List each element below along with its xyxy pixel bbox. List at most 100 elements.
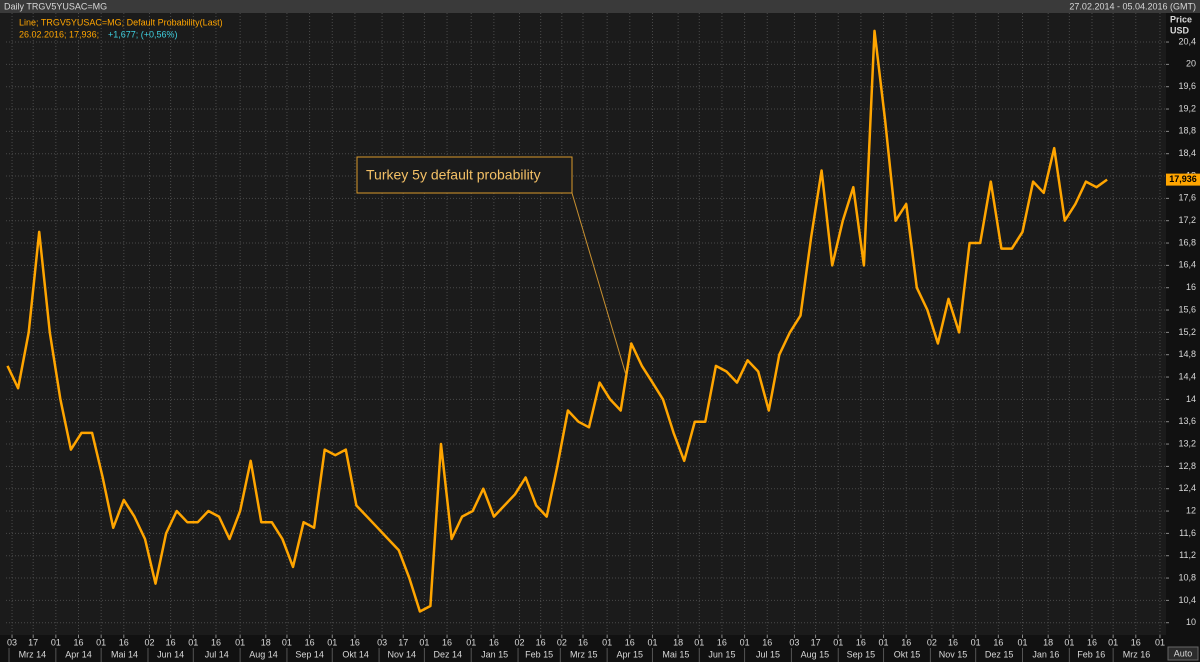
- y-tick-label: 14,8: [1178, 349, 1196, 359]
- y-axis-area: [1166, 13, 1200, 635]
- x-tick-label: 02: [515, 637, 525, 647]
- x-tick-label: 16: [536, 637, 546, 647]
- y-tick-label: 19,2: [1178, 103, 1196, 113]
- month-label: Jan 15: [481, 649, 508, 659]
- month-label: Mai 14: [111, 649, 138, 659]
- month-label: Aug 14: [249, 649, 278, 659]
- y-tick-label: 17,6: [1178, 193, 1196, 203]
- x-tick-label: 01: [1108, 637, 1118, 647]
- month-label: Jun 14: [157, 649, 184, 659]
- x-tick-label: 01: [327, 637, 337, 647]
- month-label: Apr 14: [65, 649, 92, 659]
- month-label: Mrz 14: [19, 649, 47, 659]
- y-tick-label: 17,2: [1178, 215, 1196, 225]
- y-tick-label: 15,2: [1178, 327, 1196, 337]
- info-main: 26.02.2016; 17,936;: [19, 29, 99, 39]
- month-label: Apr 15: [617, 649, 644, 659]
- x-tick-label: 01: [51, 637, 61, 647]
- x-tick-label: 16: [442, 637, 452, 647]
- annotation: Turkey 5y default probability: [366, 167, 541, 183]
- x-tick-label: 02: [927, 637, 937, 647]
- data-line: [6, 29, 1108, 613]
- y-tick-label: 20: [1186, 59, 1196, 69]
- y-tick-label: 16,8: [1178, 237, 1196, 247]
- month-label: Feb 15: [525, 649, 553, 659]
- x-tick-label: 16: [993, 637, 1003, 647]
- x-tick-label: 01: [833, 637, 843, 647]
- y-tick-label: 10,4: [1178, 595, 1196, 605]
- x-tick-label: 16: [762, 637, 772, 647]
- x-tick-label: 16: [856, 637, 866, 647]
- header-range: 27.02.2014 - 05.04.2016 (GMT): [1069, 1, 1196, 11]
- month-label: Mrz 15: [570, 649, 598, 659]
- y-tick-label: 19,6: [1178, 81, 1196, 91]
- x-tick-label: 01: [694, 637, 704, 647]
- x-tick-label: 16: [211, 637, 221, 647]
- month-label: Mrz 16: [1123, 649, 1151, 659]
- x-tick-label: 01: [235, 637, 245, 647]
- header-title: Daily TRGV5YUSAC=MG: [4, 1, 107, 11]
- x-tick-label: 16: [717, 637, 727, 647]
- current-value-label: 17,936: [1169, 174, 1197, 184]
- x-tick-label: 02: [144, 637, 154, 647]
- y-tick-label: 11,6: [1179, 528, 1196, 538]
- y-tick-label: 15,6: [1178, 304, 1196, 314]
- x-tick-label: 01: [1018, 637, 1028, 647]
- x-tick-label: 01: [466, 637, 476, 647]
- month-label: Aug 15: [801, 649, 830, 659]
- y-axis-label: USD: [1170, 25, 1190, 35]
- x-tick-label: 01: [879, 637, 889, 647]
- y-tick-label: 12,4: [1178, 483, 1196, 493]
- auto-button[interactable]: [1167, 646, 1199, 661]
- y-tick-label: 10: [1186, 617, 1196, 627]
- y-tick-label: 16,4: [1178, 260, 1196, 270]
- x-tick-label: 16: [305, 637, 315, 647]
- x-tick-label: 16: [73, 637, 83, 647]
- x-tick-label: 16: [625, 637, 635, 647]
- y-tick-label: 13,2: [1178, 438, 1196, 448]
- x-tick-label: 01: [188, 637, 198, 647]
- x-tick-label: 16: [578, 637, 588, 647]
- x-tick-label: 01: [602, 637, 612, 647]
- auto-button-label[interactable]: Auto: [1174, 648, 1193, 658]
- x-tick-label: 16: [489, 637, 499, 647]
- y-tick-label: 14,4: [1178, 371, 1196, 381]
- x-tick-label: 17: [28, 637, 38, 647]
- month-label: Jul 15: [756, 649, 780, 659]
- y-tick-label: 16: [1186, 282, 1196, 292]
- y-tick-label: 18,8: [1178, 126, 1196, 136]
- x-tick-label: 02: [557, 637, 567, 647]
- x-tick-label: 01: [1064, 637, 1074, 647]
- y-tick-label: 14: [1186, 394, 1196, 404]
- x-tick-label: 01: [647, 637, 657, 647]
- y-axis-label: Price: [1170, 14, 1192, 24]
- x-tick-label: 16: [1131, 637, 1141, 647]
- y-tick-label: 20,4: [1178, 36, 1196, 46]
- y-tick-label: 13,6: [1178, 416, 1196, 426]
- x-tick-label: 03: [377, 637, 387, 647]
- month-label: Feb 16: [1077, 649, 1105, 659]
- y-tick-label: 12: [1186, 505, 1196, 515]
- y-tick-label: 18,4: [1178, 148, 1196, 158]
- x-axis-area: [0, 635, 1200, 662]
- x-tick-label: 16: [166, 637, 176, 647]
- x-tick-label: 01: [1155, 637, 1165, 647]
- y-tick-label: 10,8: [1178, 572, 1196, 582]
- month-label: Sep 14: [295, 649, 324, 659]
- month-label: Dez 15: [985, 649, 1014, 659]
- current-value-tag: [1166, 173, 1200, 186]
- x-tick-label: 01: [419, 637, 429, 647]
- month-label: Okt 15: [894, 649, 921, 659]
- x-tick-label: 16: [1087, 637, 1097, 647]
- y-tick-label: 11,2: [1179, 550, 1196, 560]
- month-label: Jul 14: [205, 649, 229, 659]
- month-label: Dez 14: [434, 649, 463, 659]
- x-tick-label: 16: [948, 637, 958, 647]
- x-tick-label: 01: [740, 637, 750, 647]
- x-tick-label: 16: [119, 637, 129, 647]
- x-tick-label: 18: [673, 637, 683, 647]
- annotation-pointer: [571, 192, 627, 376]
- x-tick-label: 16: [901, 637, 911, 647]
- annotation-box: [356, 156, 573, 194]
